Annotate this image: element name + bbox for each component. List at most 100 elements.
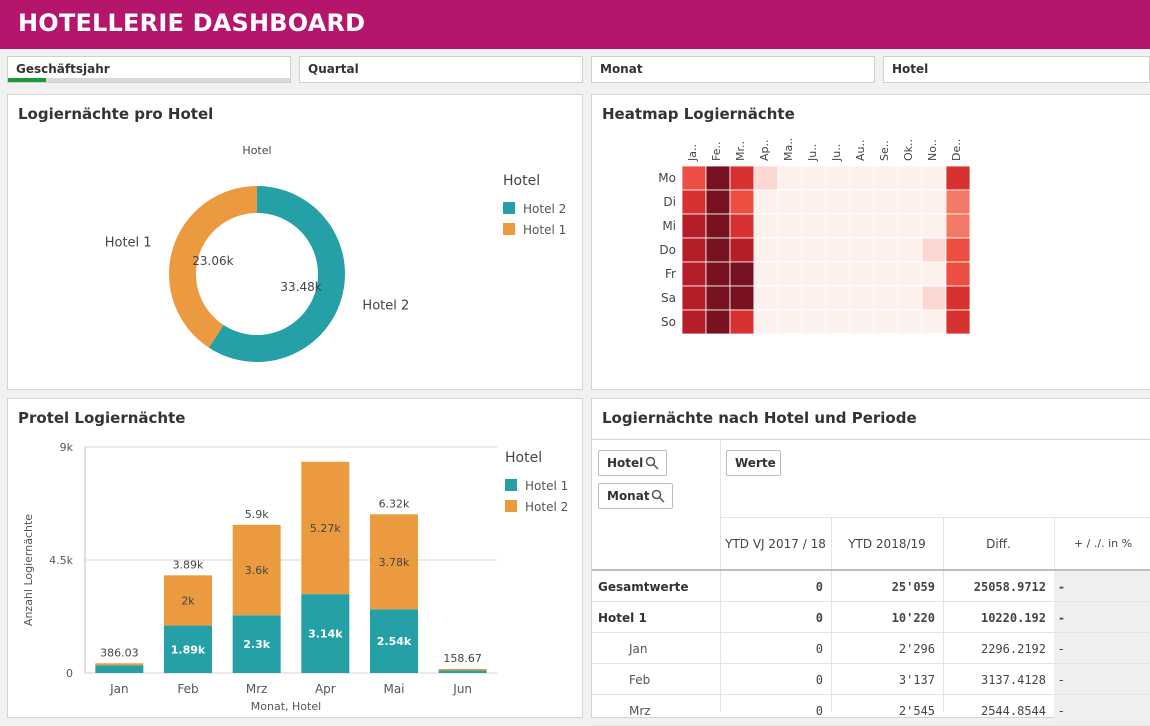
column-header[interactable]: + / ./. in % [1073,537,1133,550]
heatmap-cell[interactable] [729,213,755,239]
heatmap-cell[interactable] [897,213,923,239]
heatmap-cell[interactable] [729,165,755,191]
heatmap-cell[interactable] [825,261,851,287]
bar-segment-hotel-1[interactable] [95,665,144,673]
heatmap-cell[interactable] [945,213,971,239]
row-label[interactable]: Jan [629,642,648,656]
heatmap-cell[interactable] [945,285,971,311]
stacked-bar-chart[interactable]: 0 4.5k 9k 386.03 Jan 1.89k 2k 3.89k Feb 2.3k 3.6k 5… [8,399,582,711]
donut-chart[interactable]: Hotel 33.48k Hotel 2 23.06k Hotel 1 Hotel Hote… [8,95,582,389]
heatmap-cell[interactable] [705,285,731,311]
heatmap-cell[interactable] [729,189,755,215]
legend-label[interactable]: Hotel 2 [525,500,568,514]
heatmap-cell[interactable] [897,237,923,263]
legend-swatch[interactable] [503,223,515,235]
heatmap-cell[interactable] [753,213,779,239]
heatmap-cell[interactable] [945,165,971,191]
heatmap-cell[interactable] [681,261,707,287]
heatmap-cell[interactable] [753,285,779,311]
heatmap-cell[interactable] [945,309,971,335]
heatmap-cell[interactable] [705,165,731,191]
filter-geschaeftsjahr[interactable]: Geschäftsjahr [7,56,291,83]
filter-hotel[interactable]: Hotel [883,56,1150,83]
row-label[interactable]: Gesamtwerte [598,580,689,594]
heatmap-cell[interactable] [777,165,803,191]
heatmap-chart[interactable]: Ja.. Fe.. Mr.. Ap.. Ma.. Ju.. Ju.. Au.. Se.. Ok..… [592,95,1150,389]
heatmap-cell[interactable] [849,285,875,311]
bar-segment-hotel-2[interactable] [438,669,487,671]
bar-panel[interactable]: Protel Logiernächte 0 4.5k 9k 386.03 Jan 1.89… [7,398,583,718]
donut-slice-hotel-1[interactable] [168,186,257,348]
heatmap-cell[interactable] [777,309,803,335]
donut-panel[interactable]: Logiernächte pro Hotel Hotel 33.48k Hotel … [7,94,583,390]
heatmap-cell[interactable] [681,165,707,191]
heatmap-cell[interactable] [729,261,755,287]
heatmap-cell[interactable] [705,261,731,287]
heatmap-cell[interactable] [777,189,803,215]
heatmap-cell[interactable] [777,285,803,311]
legend-swatch[interactable] [505,500,517,512]
row-label[interactable]: Mrz [629,704,651,718]
filter-quartal[interactable]: Quartal [299,56,583,83]
heatmap-cell[interactable] [873,261,899,287]
bar-segment-hotel-2[interactable] [164,575,212,626]
heatmap-cell[interactable] [873,165,899,191]
heatmap-cell[interactable] [897,285,923,311]
heatmap-cell[interactable] [705,237,731,263]
heatmap-cell[interactable] [681,189,707,215]
legend-label[interactable]: Hotel 2 [523,202,566,216]
heatmap-cell[interactable] [705,213,731,239]
heatmap-cell[interactable] [801,285,827,311]
legend-swatch[interactable] [505,479,517,491]
heatmap-cell[interactable] [681,213,707,239]
heatmap-cell[interactable] [825,309,851,335]
dim-hotel-search[interactable]: Hotel [598,450,667,476]
legend-label[interactable]: Hotel 1 [523,223,566,237]
heatmap-cell[interactable] [897,309,923,335]
measures-button[interactable]: Werte [726,450,781,476]
bar-segment-hotel-1[interactable] [232,615,281,673]
heatmap-cell[interactable] [921,285,947,311]
column-header[interactable]: YTD 2018/19 [848,537,926,551]
heatmap-cell[interactable] [921,309,947,335]
heatmap-cell[interactable] [753,261,779,287]
heatmap-cell[interactable] [753,237,779,263]
heatmap-cell[interactable] [849,309,875,335]
heatmap-cell[interactable] [777,237,803,263]
heatmap-cell[interactable] [705,309,731,335]
heatmap-cell[interactable] [921,213,947,239]
heatmap-cell[interactable] [945,237,971,263]
bar-segment-hotel-1[interactable] [301,594,350,673]
heatmap-cell[interactable] [825,237,851,263]
heatmap-cell[interactable] [849,165,875,191]
heatmap-cell[interactable] [729,237,755,263]
heatmap-cell[interactable] [825,165,851,191]
heatmap-cell[interactable] [897,189,923,215]
heatmap-cell[interactable] [729,285,755,311]
heatmap-cell[interactable] [849,213,875,239]
heatmap-cell[interactable] [849,189,875,215]
heatmap-cell[interactable] [801,165,827,191]
heatmap-cell[interactable] [921,165,947,191]
heatmap-cell[interactable] [849,237,875,263]
heatmap-cell[interactable] [945,189,971,215]
heatmap-cell[interactable] [921,261,947,287]
heatmap-cell[interactable] [777,213,803,239]
heatmap-cell[interactable] [873,285,899,311]
heatmap-cell[interactable] [825,285,851,311]
heatmap-cell[interactable] [777,261,803,287]
heatmap-cell[interactable] [849,261,875,287]
legend-swatch[interactable] [503,202,515,214]
bar-segment-hotel-2[interactable] [301,461,350,595]
heatmap-cell[interactable] [873,213,899,239]
heatmap-cell[interactable] [681,285,707,311]
heatmap-cell[interactable] [897,261,923,287]
donut-slice-hotel-2[interactable] [208,186,346,362]
dim-monat-search[interactable]: Monat [598,483,673,509]
heatmap-cell[interactable] [729,309,755,335]
heatmap-cell[interactable] [873,237,899,263]
heatmap-cell[interactable] [801,189,827,215]
column-header[interactable]: Diff. [986,537,1011,551]
row-label[interactable]: Feb [629,673,651,687]
bar-segment-hotel-1[interactable] [438,670,487,673]
